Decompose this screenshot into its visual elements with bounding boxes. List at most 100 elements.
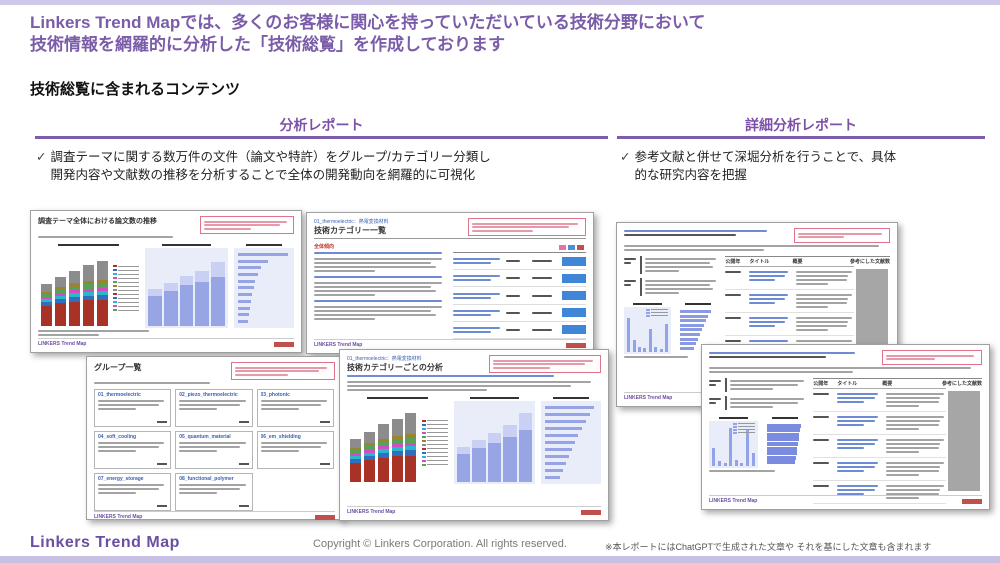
bar-segment: [391, 439, 403, 445]
bar: [680, 342, 696, 346]
text-line-placeholder: [314, 252, 442, 254]
legend-label-placeholder: [426, 440, 448, 441]
bar-segment: [97, 288, 108, 292]
legend-label-placeholder: [118, 301, 140, 303]
bar-segment: [487, 433, 502, 443]
text-line-placeholder: [730, 387, 773, 390]
hbar-row: [237, 259, 290, 263]
text-line-placeholder: [813, 484, 830, 487]
text-line-placeholder: [38, 330, 149, 332]
body-row: 全体傾向: [314, 243, 586, 340]
bar: [654, 347, 658, 352]
bar-segment: [210, 262, 225, 278]
text-line-placeholder: [624, 279, 637, 282]
bar: [627, 317, 631, 352]
bar: [766, 437, 799, 442]
text-line-placeholder: [709, 370, 854, 373]
legend-entry: [113, 273, 140, 275]
text-line-placeholder: [885, 488, 940, 491]
bar-segment: [518, 429, 533, 482]
text-line-placeholder: [314, 314, 437, 316]
bar-segment: [405, 450, 417, 456]
text-line-placeholder: [749, 293, 789, 296]
hbar-row: [680, 337, 715, 341]
text-line-placeholder: [472, 226, 569, 228]
text-line-placeholder: [532, 311, 552, 314]
hbar-row: [545, 476, 597, 479]
thumbnail-header-row: [624, 228, 890, 243]
bullet-analysis: ✓ 調査テーマに関する数万件の文件（論文や特許）をグループ/カテゴリー分類し 開…: [36, 148, 596, 184]
text-line-placeholder: [179, 488, 241, 490]
text-line-placeholder: [795, 293, 852, 296]
bar: [195, 250, 209, 326]
chart-title-placeholder: [469, 397, 519, 399]
legend-swatch-red: [577, 245, 584, 250]
bar-segment: [391, 447, 403, 452]
body-row: 公開年 タイトル 概要 参考にした文献数: [709, 377, 983, 504]
report-head-block: [709, 350, 878, 360]
reference-row: [725, 313, 854, 336]
chart-panel-trend: [145, 243, 228, 328]
chart-panel-bars: [624, 302, 672, 354]
group-name: 02_piezo_thermoelectric: [179, 392, 238, 398]
thumbnail-header-row: [709, 350, 982, 365]
hbar-row: [766, 428, 803, 433]
chart-title-placeholder: [367, 397, 428, 399]
bar: [680, 328, 702, 332]
text-line-placeholder: [624, 230, 768, 232]
bar: [545, 420, 586, 423]
bar: [237, 259, 268, 263]
legend-entry: [421, 419, 448, 422]
quote-bar: [640, 277, 642, 296]
footnote-placeholder: [709, 468, 778, 474]
bar-segment: [195, 281, 209, 326]
charts-row: [624, 302, 719, 354]
thumbnail-report-category-analysis: 01_thermoelectric：熱電変換材料 技術カテゴリーごとの分析: [339, 349, 609, 521]
text-line-placeholder: [730, 383, 799, 386]
score-bar: [562, 308, 586, 318]
bar: [69, 250, 81, 326]
title-placeholder: [837, 483, 881, 501]
bar-segment: [69, 297, 81, 302]
bar-segment: [41, 299, 53, 303]
hbar-row: [766, 432, 803, 437]
legend-swatch: [113, 269, 118, 271]
thumbnail-report-group-list: グループ一覧 01_thermoelectric 02_piezo_thermo…: [86, 356, 343, 520]
text-line-placeholder: [235, 373, 288, 376]
legend-entry: [421, 463, 448, 466]
bar-segment: [41, 302, 53, 307]
col-header-title: タイトル: [837, 380, 858, 387]
charts-row: [347, 396, 602, 484]
year-placeholder: [813, 414, 833, 432]
bar: [83, 250, 95, 326]
legend-swatch: [113, 293, 118, 295]
bullet-analysis-line1: 調査テーマに関する数万件の文件（論文や特許）をグループ/カテゴリー分類し: [50, 150, 491, 164]
text-line-placeholder: [235, 366, 328, 369]
col-header-refcount: 参考にした文献数: [942, 380, 983, 387]
annotation-callout: [489, 355, 601, 373]
bar-segment: [391, 444, 403, 448]
col-header-year: 公開年: [813, 380, 829, 387]
paragraph-placeholder: [314, 280, 447, 298]
bar: [41, 250, 53, 326]
bar-segment: [148, 288, 163, 296]
thumbnail-header-row: グループ一覧: [94, 362, 335, 380]
col-header-title: タイトル: [749, 258, 770, 265]
bar: [545, 413, 590, 416]
hbar-row: [545, 427, 597, 430]
bar: [237, 273, 258, 277]
bar: [740, 462, 744, 466]
bar: [680, 337, 698, 341]
year-placeholder: [813, 483, 833, 501]
text-line-placeholder: [347, 385, 571, 387]
text-line-placeholder: [837, 469, 864, 472]
group-desc-placeholder: [98, 484, 167, 494]
paragraph-heading-placeholder: [314, 298, 447, 304]
bar-segment: [364, 449, 376, 453]
text-line-placeholder: [624, 355, 689, 358]
text-line-placeholder: [749, 324, 775, 327]
text-line-placeholder: [885, 469, 939, 472]
hbar-row: [680, 319, 715, 323]
text-line-placeholder: [314, 270, 375, 272]
text-line-placeholder: [314, 276, 442, 278]
